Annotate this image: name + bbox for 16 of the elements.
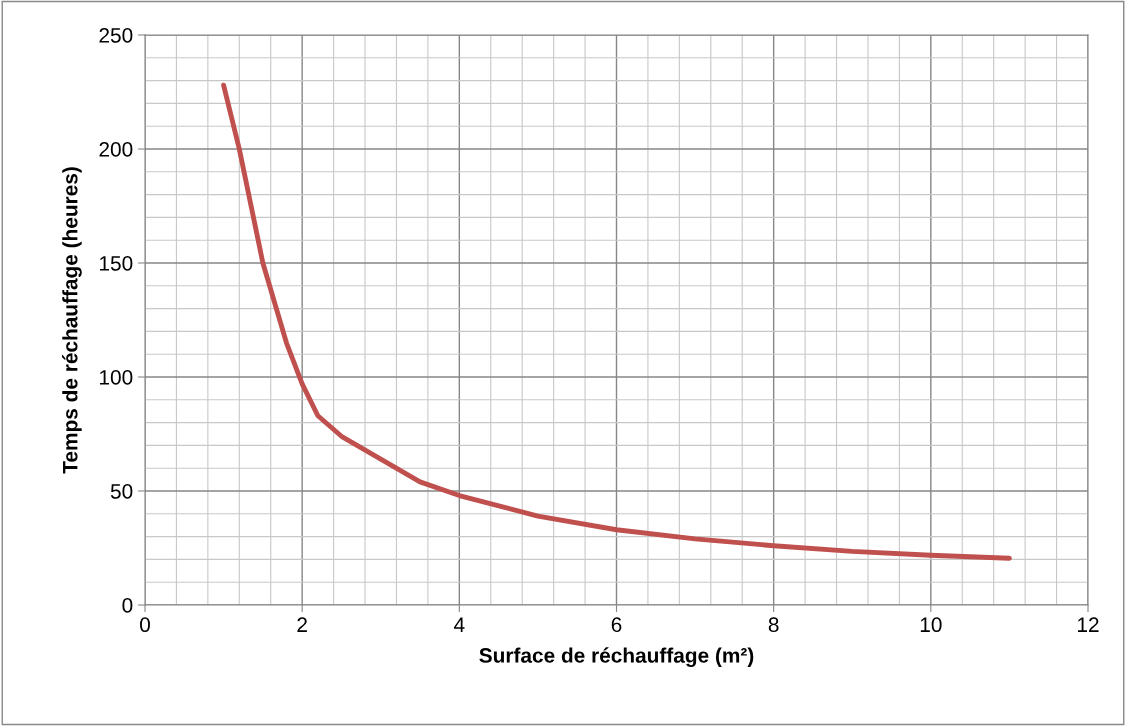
- x-tick-label: 8: [768, 617, 779, 633]
- x-tick-label: 12: [1078, 617, 1099, 632]
- x-tick-label: 10: [920, 617, 942, 633]
- y-tick-label: 0: [122, 598, 133, 613]
- line-series: [221, 82, 1012, 561]
- y-tick-label: 50: [110, 484, 133, 499]
- x-tick-label: 4: [454, 617, 465, 632]
- x-tick-label: 0: [140, 617, 150, 633]
- y-tick-label: 200: [99, 142, 133, 157]
- x-tick-label: 6: [611, 617, 622, 633]
- x-tick-label: 2: [297, 617, 307, 632]
- x-axis-title: Surface de réchauffage (m²): [479, 647, 754, 668]
- y-tick-label: 150: [100, 256, 133, 271]
- y-tick-label: 250: [99, 28, 133, 43]
- y-axis-title: Temps de réchauffage (heures): [62, 167, 82, 474]
- y-tick-label: 100: [100, 370, 133, 385]
